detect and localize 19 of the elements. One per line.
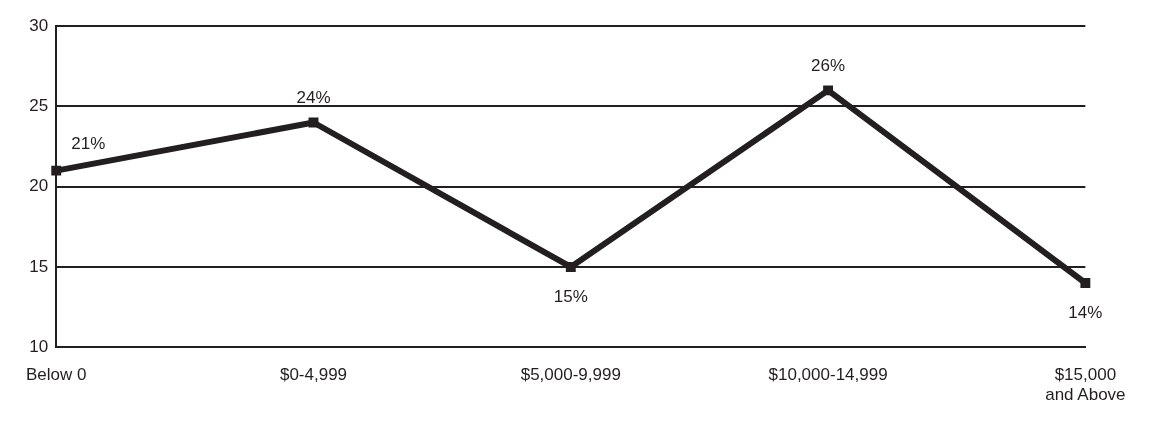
point	[565, 262, 576, 272]
text: 15%	[553, 287, 588, 307]
x-tick-label: $15,000 and Above	[1045, 365, 1126, 405]
text: 24%	[296, 87, 331, 107]
x-tick-label: $0-4,999	[279, 365, 348, 385]
text: 21%	[71, 133, 106, 153]
y-tick-label: 20	[29, 176, 49, 196]
y-tick-label: 25	[29, 96, 49, 116]
y-tick-label: 30	[29, 15, 49, 35]
x-tick-label: Below 0	[26, 365, 87, 385]
text: 26%	[811, 55, 846, 75]
point	[1080, 278, 1091, 288]
x-tick-label: $10,000-14,999	[768, 365, 888, 385]
y-tick-label: 10	[29, 336, 49, 356]
point	[51, 165, 62, 176]
point	[823, 85, 834, 96]
text: 14%	[1068, 303, 1103, 323]
x-tick-label: $5,000-9,999	[520, 365, 621, 385]
y-tick-label: 15	[29, 256, 49, 276]
